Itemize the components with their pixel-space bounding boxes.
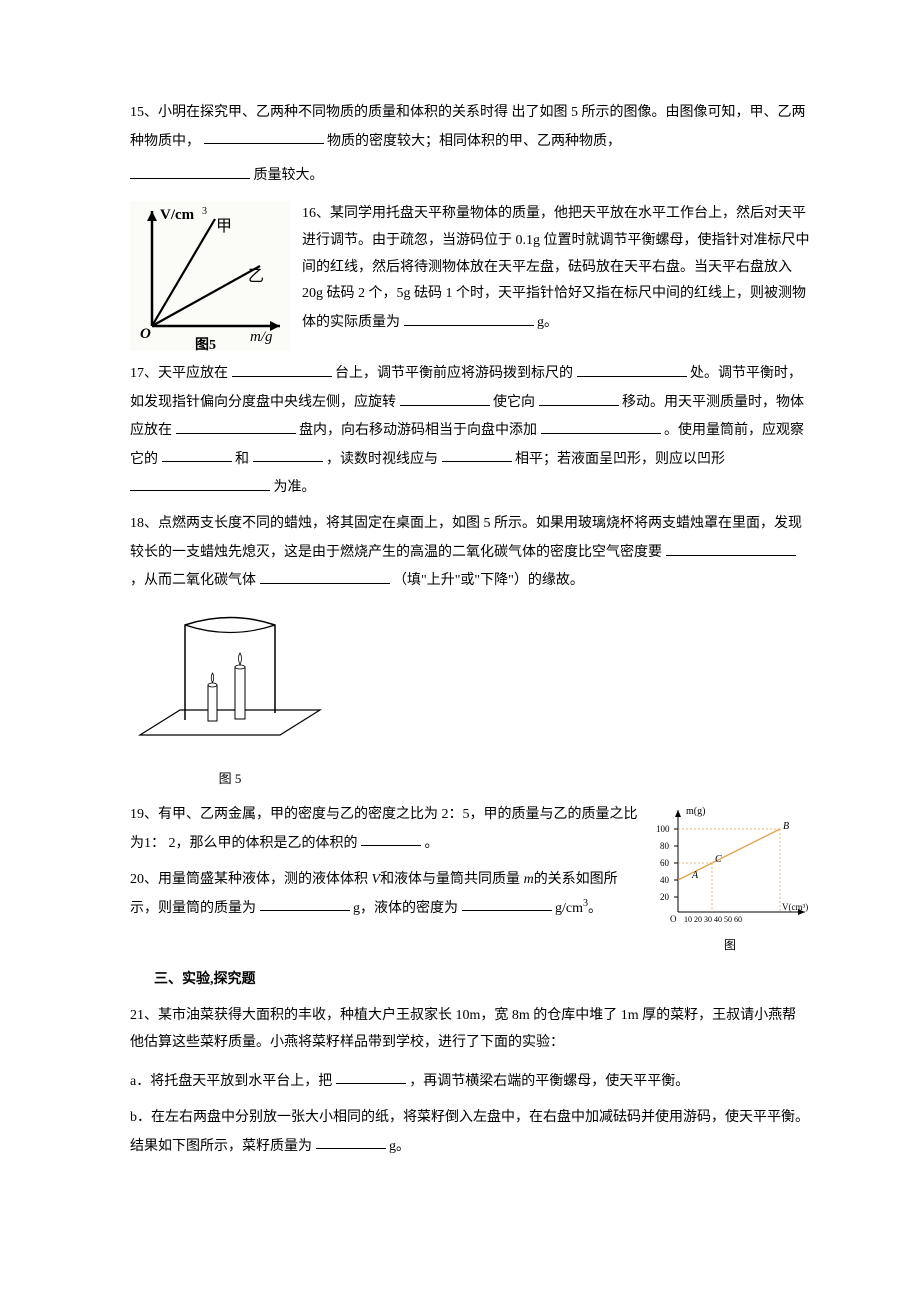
blank[interactable]	[442, 445, 512, 463]
t: ，再调节横梁右端的平衡螺母，使天平平衡。	[409, 1073, 689, 1088]
blank[interactable]	[462, 894, 552, 912]
t: a．将托盘天平放到水平台上，把	[130, 1073, 332, 1088]
t: 20、用量筒盛某种液体，测的液体体积	[130, 872, 372, 887]
t: 台上，调节平衡前应将游码拨到标尺的	[335, 366, 573, 381]
t: b．在左右两盘中分别放一张大小相同的纸，将菜籽倒入左盘中，在右盘中加减砝码并使用…	[130, 1110, 809, 1153]
section-3-title: 三、实验,探究题	[154, 967, 810, 994]
svg-text:20: 20	[660, 892, 670, 902]
blank[interactable]	[400, 388, 490, 406]
q21-a: a．将托盘天平放到水平台上，把 ，再调节横梁右端的平衡螺母，使天平平衡。	[130, 1067, 810, 1095]
t: 盘内，向右移动游码相当于向盘中添加	[299, 423, 537, 438]
svg-text:40: 40	[660, 875, 670, 885]
svg-text:图5: 图5	[195, 337, 216, 351]
t: g。	[389, 1138, 410, 1153]
svg-text:m/g: m/g	[250, 329, 273, 345]
svg-text:100: 100	[656, 824, 670, 834]
t: ，读数时视线应与	[326, 451, 438, 466]
svg-text:60: 60	[660, 858, 670, 868]
svg-text:C: C	[715, 854, 722, 865]
q15-text: 15、小明在探究甲、乙两种不同物质的质量和体积的关系时得 出了如图 5 所示的图…	[130, 100, 810, 155]
svg-text:V(cm³): V(cm³)	[782, 902, 808, 912]
q21-intro: 21、某市油菜获得大面积的丰收，种植大户王叔家长 10m，宽 8m 的仓库中堆了…	[130, 1003, 810, 1056]
blank[interactable]	[130, 473, 270, 491]
figure-5-graph: V/cm 3 甲 乙 O m/g 图5	[130, 201, 290, 351]
m: m	[524, 872, 534, 887]
q19-20-block: m(g) 100 80 60 40 20 O 10 20 30 40 50 60…	[130, 802, 810, 957]
blank[interactable]	[666, 538, 796, 556]
q21-b: b．在左右两盘中分别放一张大小相同的纸，将菜籽倒入左盘中，在右盘中加减砝码并使用…	[130, 1105, 810, 1160]
blank[interactable]	[260, 566, 390, 584]
blank[interactable]	[541, 416, 661, 434]
svg-text:m(g): m(g)	[686, 806, 705, 817]
q15-line2: 质量较大。	[130, 161, 810, 189]
t: g，液体的密度为	[353, 900, 458, 915]
svg-text:B: B	[783, 821, 789, 832]
chart-caption: 图	[650, 934, 810, 957]
blank[interactable]	[404, 308, 534, 326]
q16-block: V/cm 3 甲 乙 O m/g 图5 16、某同学用托盘天平称量物体的质量，他…	[130, 201, 810, 351]
blank[interactable]	[539, 388, 619, 406]
q17-text: 17、天平应放在 台上，调节平衡前应将游码拨到标尺的 处。调节平衡时，如发现指针…	[130, 359, 810, 501]
blank[interactable]	[204, 127, 324, 145]
svg-text:V/cm: V/cm	[160, 207, 195, 223]
q18-text: 18、点燃两支长度不同的蜡烛，将其固定在桌面上，如图 5 所示。如果用玻璃烧杯将…	[130, 511, 810, 594]
t: 和液体与量筒共同质量	[380, 872, 524, 887]
blank[interactable]	[130, 161, 250, 179]
blank[interactable]	[361, 829, 421, 847]
figure-candle: 图 5	[130, 605, 810, 792]
svg-text:10 20 30 40 50 60: 10 20 30 40 50 60	[684, 915, 742, 924]
t: g/cm	[555, 900, 583, 915]
blank[interactable]	[260, 894, 350, 912]
chart-mv: m(g) 100 80 60 40 20 O 10 20 30 40 50 60…	[650, 802, 810, 957]
q15-b: 物质的密度较大；相同体积的甲、乙两种物质，	[327, 133, 621, 148]
svg-text:乙: 乙	[248, 268, 264, 285]
v: V	[372, 872, 381, 887]
blank[interactable]	[253, 445, 323, 463]
t: （填"上升"或"下降"）的缘故。	[393, 573, 584, 588]
t: 和	[235, 451, 249, 466]
q16-a: 16、某同学用托盘天平称量物体的质量，他把天平放在水平工作台上，然后对天平进行调…	[302, 206, 810, 329]
t: 为准。	[274, 480, 316, 495]
svg-text:A: A	[691, 870, 699, 881]
t: 相平；若液面呈凹形，则应以凹形	[515, 451, 725, 466]
svg-text:80: 80	[660, 841, 670, 851]
q15-c: 质量较大。	[254, 168, 324, 183]
svg-text:甲: 甲	[216, 218, 232, 235]
blank[interactable]	[336, 1067, 406, 1085]
t: ，从而二氧化碳气体	[130, 573, 256, 588]
blank[interactable]	[577, 359, 687, 377]
figure-candle-caption: 图 5	[130, 767, 330, 792]
svg-text:3: 3	[202, 206, 207, 217]
blank[interactable]	[176, 416, 296, 434]
t: 17、天平应放在	[130, 366, 228, 381]
svg-text:O: O	[670, 914, 677, 924]
blank[interactable]	[232, 359, 332, 377]
q16-unit: g。	[537, 315, 558, 330]
t: 。	[588, 900, 602, 915]
blank[interactable]	[316, 1132, 386, 1150]
svg-text:O: O	[140, 326, 151, 342]
t: 。	[425, 835, 439, 850]
blank[interactable]	[162, 445, 232, 463]
t: 使它向	[493, 395, 535, 410]
